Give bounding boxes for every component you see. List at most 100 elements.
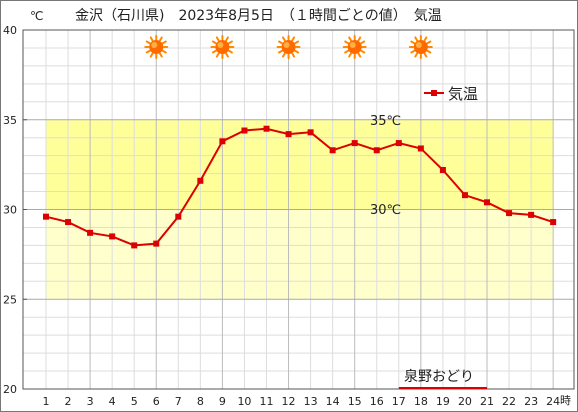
- y-tick-label: 25: [3, 293, 17, 306]
- data-point-17: [395, 140, 402, 147]
- x-tick-label: 18: [414, 395, 428, 408]
- x-tick-label: 10: [237, 395, 251, 408]
- sun-icon: [276, 35, 301, 59]
- sun-ray: [414, 36, 419, 42]
- sun-ray: [278, 49, 284, 54]
- sun-ray: [161, 49, 167, 54]
- event-label: 泉野おどり: [404, 368, 474, 385]
- x-tick-label: 6: [153, 395, 160, 408]
- sun-ray: [291, 36, 296, 42]
- data-point-7: [175, 213, 182, 220]
- data-point-13: [307, 129, 314, 136]
- band-labels: 35℃ 30℃: [370, 114, 401, 218]
- sun-ray: [344, 40, 350, 45]
- x-unit-label: 時: [560, 394, 571, 407]
- x-tick-label: 15: [348, 395, 362, 408]
- line-35-label: 35℃: [370, 114, 401, 129]
- legend: 気温: [424, 85, 478, 103]
- sun-highlight: [151, 42, 158, 48]
- sun-ray: [159, 52, 163, 58]
- sun-ray: [294, 40, 300, 45]
- data-point-5: [131, 242, 138, 249]
- sun-ray: [414, 52, 419, 58]
- sun-ray: [227, 40, 233, 45]
- x-tick-label: 20: [458, 395, 472, 408]
- x-tick-label: 23: [524, 395, 538, 408]
- data-point-6: [153, 240, 160, 247]
- data-point-2: [65, 219, 72, 226]
- sun-ray: [149, 36, 154, 42]
- x-tick-label: 14: [326, 395, 340, 408]
- sun-ray: [426, 49, 432, 54]
- sun-ray: [282, 36, 286, 42]
- x-tick-label: 5: [131, 395, 138, 408]
- chart-title: 金沢（石川県) 2023年8月5日 （１時間ごとの値） 気温: [75, 8, 442, 24]
- sun-ray: [348, 36, 352, 42]
- y-tick-label: 30: [3, 204, 17, 217]
- sun-ray: [215, 52, 220, 58]
- data-point-16: [373, 147, 380, 154]
- sun-ray: [282, 52, 286, 58]
- grid: [23, 30, 574, 389]
- x-tick-label: 3: [87, 395, 94, 408]
- sun-ray: [159, 36, 163, 42]
- legend-marker: [431, 90, 437, 96]
- data-point-18: [417, 145, 424, 152]
- x-tick-label: 13: [304, 395, 318, 408]
- data-point-24: [550, 219, 557, 226]
- sun-ray: [145, 40, 151, 45]
- x-tick-label: 7: [175, 395, 182, 408]
- sun-ray: [291, 52, 296, 58]
- data-point-20: [461, 192, 468, 199]
- data-point-15: [351, 140, 358, 147]
- data-point-8: [197, 177, 204, 184]
- sun-ray: [360, 49, 366, 54]
- y-tick-label: 20: [3, 383, 17, 396]
- data-point-12: [285, 131, 292, 138]
- weather-icons: [144, 35, 433, 59]
- sun-ray: [211, 49, 217, 54]
- sun-ray: [426, 40, 432, 45]
- sun-ray: [348, 52, 352, 58]
- x-tick-label: 8: [197, 395, 204, 408]
- series-line-temperature: [45, 127, 554, 247]
- sun-ray: [215, 36, 220, 42]
- sun-icon: [210, 35, 235, 59]
- sun-ray: [161, 40, 167, 45]
- sun-ray: [227, 49, 233, 54]
- sun-icon: [342, 35, 367, 59]
- x-tick-label: 17: [392, 395, 406, 408]
- data-point-19: [439, 167, 446, 174]
- sun-ray: [344, 49, 350, 54]
- y-tick-label: 40: [3, 24, 17, 37]
- sun-ray: [423, 52, 428, 58]
- x-tick-label: 22: [502, 395, 516, 408]
- x-tick-label: 21: [480, 395, 494, 408]
- data-point-21: [484, 199, 490, 206]
- x-tick-label: 1: [43, 395, 50, 408]
- sun-ray: [294, 49, 300, 54]
- sun-ray: [423, 36, 428, 42]
- band-25-30: [46, 209, 554, 300]
- data-point-4: [109, 233, 116, 240]
- sun-ray: [225, 52, 229, 58]
- data-point-11: [263, 125, 270, 132]
- series-temperature: [43, 125, 557, 249]
- data-point-14: [329, 147, 336, 154]
- sun-ray: [278, 40, 284, 45]
- sun-ray: [357, 36, 362, 42]
- sun-ray: [149, 52, 154, 58]
- sun-ray: [225, 36, 229, 42]
- data-point-23: [528, 211, 535, 218]
- sun-highlight: [349, 42, 356, 48]
- sun-icon: [144, 35, 169, 59]
- sun-ray: [211, 40, 217, 45]
- line-30-label: 30℃: [370, 203, 401, 218]
- sun-ray: [410, 40, 416, 45]
- x-tick-label: 9: [219, 395, 226, 408]
- data-point-22: [506, 210, 513, 217]
- x-tick-label: 2: [65, 395, 72, 408]
